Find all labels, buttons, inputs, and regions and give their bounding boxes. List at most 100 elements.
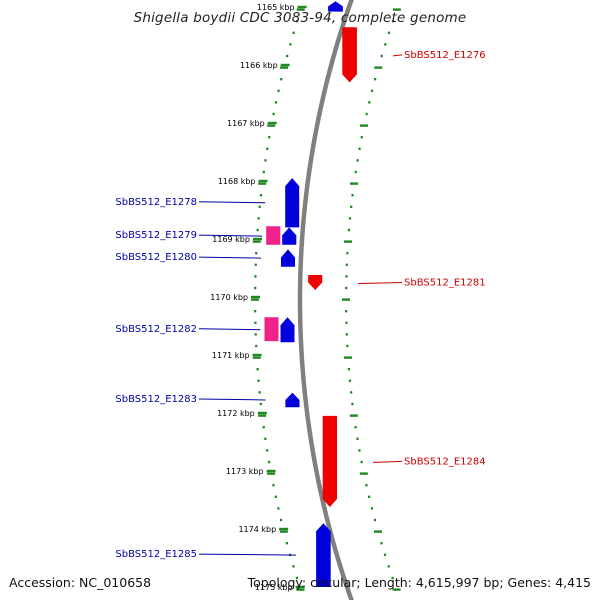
gene-feature-g1278[interactable]: [285, 178, 300, 228]
inner-tick-mark: [342, 298, 351, 301]
inner-tick-mark: [354, 426, 357, 429]
outer-tick-mark: [280, 66, 289, 69]
inner-tick-mark: [387, 565, 390, 568]
outer-tick-mark: [285, 542, 289, 545]
inner-tick-mark: [358, 147, 361, 150]
outer-tick-mark: [274, 101, 278, 104]
inner-tick-mark: [358, 449, 361, 452]
gene-label-g1285[interactable]: SbBS512_E1285: [115, 549, 197, 560]
gene-features-layer[interactable]: [264, 1, 357, 587]
outer-tick-mark: [258, 414, 267, 417]
gene-label-g1281[interactable]: SbBS512_E1281: [404, 278, 486, 289]
inner-tick-mark: [374, 66, 383, 69]
gene-label-leader: [198, 201, 266, 204]
inner-tick-mark: [354, 170, 357, 174]
major-tick-mark: [251, 295, 261, 299]
gene-label-leader: [198, 328, 261, 331]
outer-tick-mark: [254, 286, 257, 290]
gene-label-g1283[interactable]: SbBS512_E1283: [115, 394, 197, 405]
inner-tick-mark: [350, 205, 353, 208]
outer-tick-mark: [268, 136, 271, 139]
outer-tick-mark: [259, 402, 262, 406]
outer-tick-mark: [259, 194, 263, 197]
kbp-tick-label: 1169 kbp: [212, 235, 250, 244]
gene-feature-g1277[interactable]: [328, 1, 343, 12]
inner-tick-mark: [359, 472, 368, 475]
inner-tick-mark: [345, 310, 348, 313]
gene-label-g1276[interactable]: SbBS512_E1276: [404, 50, 486, 61]
inner-tick-mark: [345, 275, 348, 278]
gene-feature-g1282[interactable]: [280, 317, 295, 343]
inner-tick-mark: [365, 112, 368, 116]
outer-tick-mark: [256, 228, 259, 232]
inner-tick-mark: [391, 20, 394, 23]
inner-tick-mark: [346, 344, 349, 348]
outer-tick-mark: [255, 252, 258, 255]
outer-tick-mark: [274, 495, 277, 498]
outer-tick-mark: [279, 530, 288, 533]
inner-tick-mark: [359, 124, 368, 127]
inner-tick-mark: [343, 356, 352, 359]
major-tick-mark: [252, 353, 262, 357]
gene-label-g1284[interactable]: SbBS512_E1284: [404, 456, 486, 467]
inner-tick-mark: [345, 286, 348, 290]
inner-tick-mark: [349, 182, 358, 185]
inner-tick-mark: [345, 263, 348, 266]
outer-tick-mark: [252, 240, 261, 243]
kbp-tick-label: 1168 kbp: [218, 177, 256, 186]
inner-tick-mark: [360, 136, 363, 139]
major-tick-mark: [267, 121, 277, 125]
outer-tick-mark: [280, 78, 283, 81]
inner-tick-mark: [384, 43, 387, 46]
accession-text: Accession: NC_010658: [9, 575, 152, 590]
gene-feature-g1279r[interactable]: [266, 226, 281, 245]
major-tick-mark: [252, 237, 262, 241]
outer-tick-mark: [262, 170, 265, 174]
genome-backbone: [297, 0, 354, 600]
inner-tick-mark: [374, 78, 377, 81]
gene-label-leader: [198, 553, 297, 556]
inner-tick-mark: [380, 54, 383, 58]
gene-feature-g1284[interactable]: [322, 415, 337, 507]
inner-tick-mark: [351, 402, 354, 406]
gene-feature-g1276[interactable]: [342, 27, 357, 83]
outer-tick-mark: [296, 588, 305, 591]
inner-tick-mark: [347, 368, 351, 371]
kbp-tick-label: 1175 kbp: [255, 583, 293, 592]
inner-tick-mark: [348, 217, 352, 220]
outer-tick-mark: [262, 426, 265, 429]
major-tick-mark: [280, 63, 290, 67]
outer-tick-mark: [292, 565, 295, 568]
inner-tick-mark: [360, 460, 363, 464]
gene-label-g1280[interactable]: SbBS512_E1280: [115, 252, 197, 263]
outer-tick-mark: [277, 89, 280, 92]
inner-tick-mark: [348, 379, 352, 382]
kbp-tick-label: 1167 kbp: [227, 119, 265, 128]
scale-ticks-layer: [251, 8, 401, 591]
gene-feature-g1279[interactable]: [282, 227, 297, 245]
outer-tick-mark: [277, 507, 280, 510]
kbp-tick-label: 1165 kbp: [257, 3, 295, 12]
inner-tick-mark: [380, 542, 383, 545]
gene-feature-g1280[interactable]: [281, 249, 295, 267]
major-tick-mark: [297, 5, 307, 9]
gene-label-g1282[interactable]: SbBS512_E1282: [115, 324, 197, 335]
inner-tick-mark: [370, 507, 374, 510]
inner-tick-mark: [391, 576, 394, 580]
gene-feature-g1281[interactable]: [308, 275, 323, 290]
outer-tick-mark: [264, 159, 267, 162]
gene-labels-layer[interactable]: SbBS512_E1276 SbBS512_E1278 SbBS512_E1279 S…: [115, 50, 485, 560]
gene-feature-g1283[interactable]: [285, 392, 300, 408]
gene-label-g1278[interactable]: SbBS512_E1278: [115, 197, 197, 208]
inner-tick-mark: [383, 553, 387, 556]
gene-label-g1279[interactable]: SbBS512_E1279: [115, 230, 197, 241]
gene-feature-g1282r[interactable]: [264, 317, 279, 342]
kbp-tick-label: 1172 kbp: [217, 409, 255, 418]
outer-tick-mark: [252, 356, 261, 359]
gene-feature-g1285[interactable]: [316, 523, 331, 587]
inner-tick-mark: [351, 194, 354, 197]
inner-tick-mark: [392, 8, 401, 11]
major-tick-mark: [258, 179, 268, 183]
